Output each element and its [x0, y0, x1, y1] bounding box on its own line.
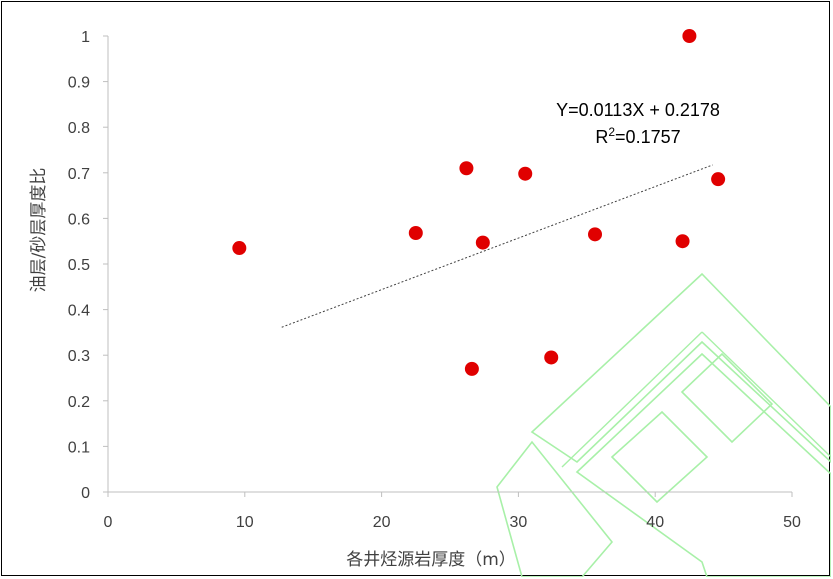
y-tick-label: 0.5	[68, 257, 90, 274]
x-tick-label: 40	[646, 514, 664, 531]
y-tick-label: 0.6	[68, 211, 90, 228]
y-tick-label: 0.9	[68, 75, 90, 92]
data-point	[408, 225, 423, 240]
y-tick-label: 0.2	[68, 394, 90, 411]
y-tick-label: 0.3	[68, 348, 90, 365]
x-axis-label: 各井烃源岩厚度（m）	[346, 550, 516, 570]
trendline	[281, 164, 713, 328]
y-axis-label: 油层/砂层厚度比	[29, 168, 49, 293]
watermark-letter-x	[680, 352, 774, 444]
trendline-equation: Y=0.0113X + 0.2178	[556, 100, 720, 120]
trendline-r-squared: R2=0.1757	[595, 125, 680, 147]
data-point	[588, 227, 603, 242]
data-point	[711, 172, 726, 187]
x-tick-label: 50	[783, 514, 801, 531]
data-point	[464, 361, 479, 376]
data-point	[544, 350, 559, 365]
y-tick-label: 0.8	[68, 120, 90, 137]
y-tick-label: 0.7	[68, 166, 90, 183]
y-tick-label: 0.4	[68, 303, 90, 320]
data-point	[459, 161, 474, 176]
watermark-left-wing	[496, 440, 614, 577]
r2-prefix: R	[595, 127, 608, 147]
data-points	[232, 29, 726, 376]
y-tick-label: 0	[81, 485, 90, 502]
data-point	[475, 235, 490, 250]
data-point	[675, 234, 690, 249]
y-tick-label: 0.1	[68, 439, 90, 456]
r2-superscript: 2	[608, 125, 615, 139]
x-tick-label: 10	[236, 514, 254, 531]
x-tick-label: 20	[373, 514, 391, 531]
watermark-inner-band	[575, 352, 831, 577]
x-tick-label: 30	[510, 514, 528, 531]
data-point	[232, 241, 247, 256]
r2-value: =0.1757	[615, 127, 681, 147]
watermark-letter-w	[610, 410, 709, 504]
watermark-outer-band	[530, 272, 831, 464]
watermark-stroke	[561, 331, 703, 468]
trendline-line	[281, 164, 713, 328]
watermark-logo	[496, 272, 831, 577]
data-point	[518, 166, 533, 181]
y-tick-label: 1	[81, 29, 90, 46]
axes: 00.10.20.30.40.50.60.70.80.910 10 20 30 40 50	[68, 29, 801, 531]
data-point	[682, 29, 697, 43]
x-tick-label: 0	[104, 514, 113, 531]
watermark-stroke	[701, 331, 831, 458]
